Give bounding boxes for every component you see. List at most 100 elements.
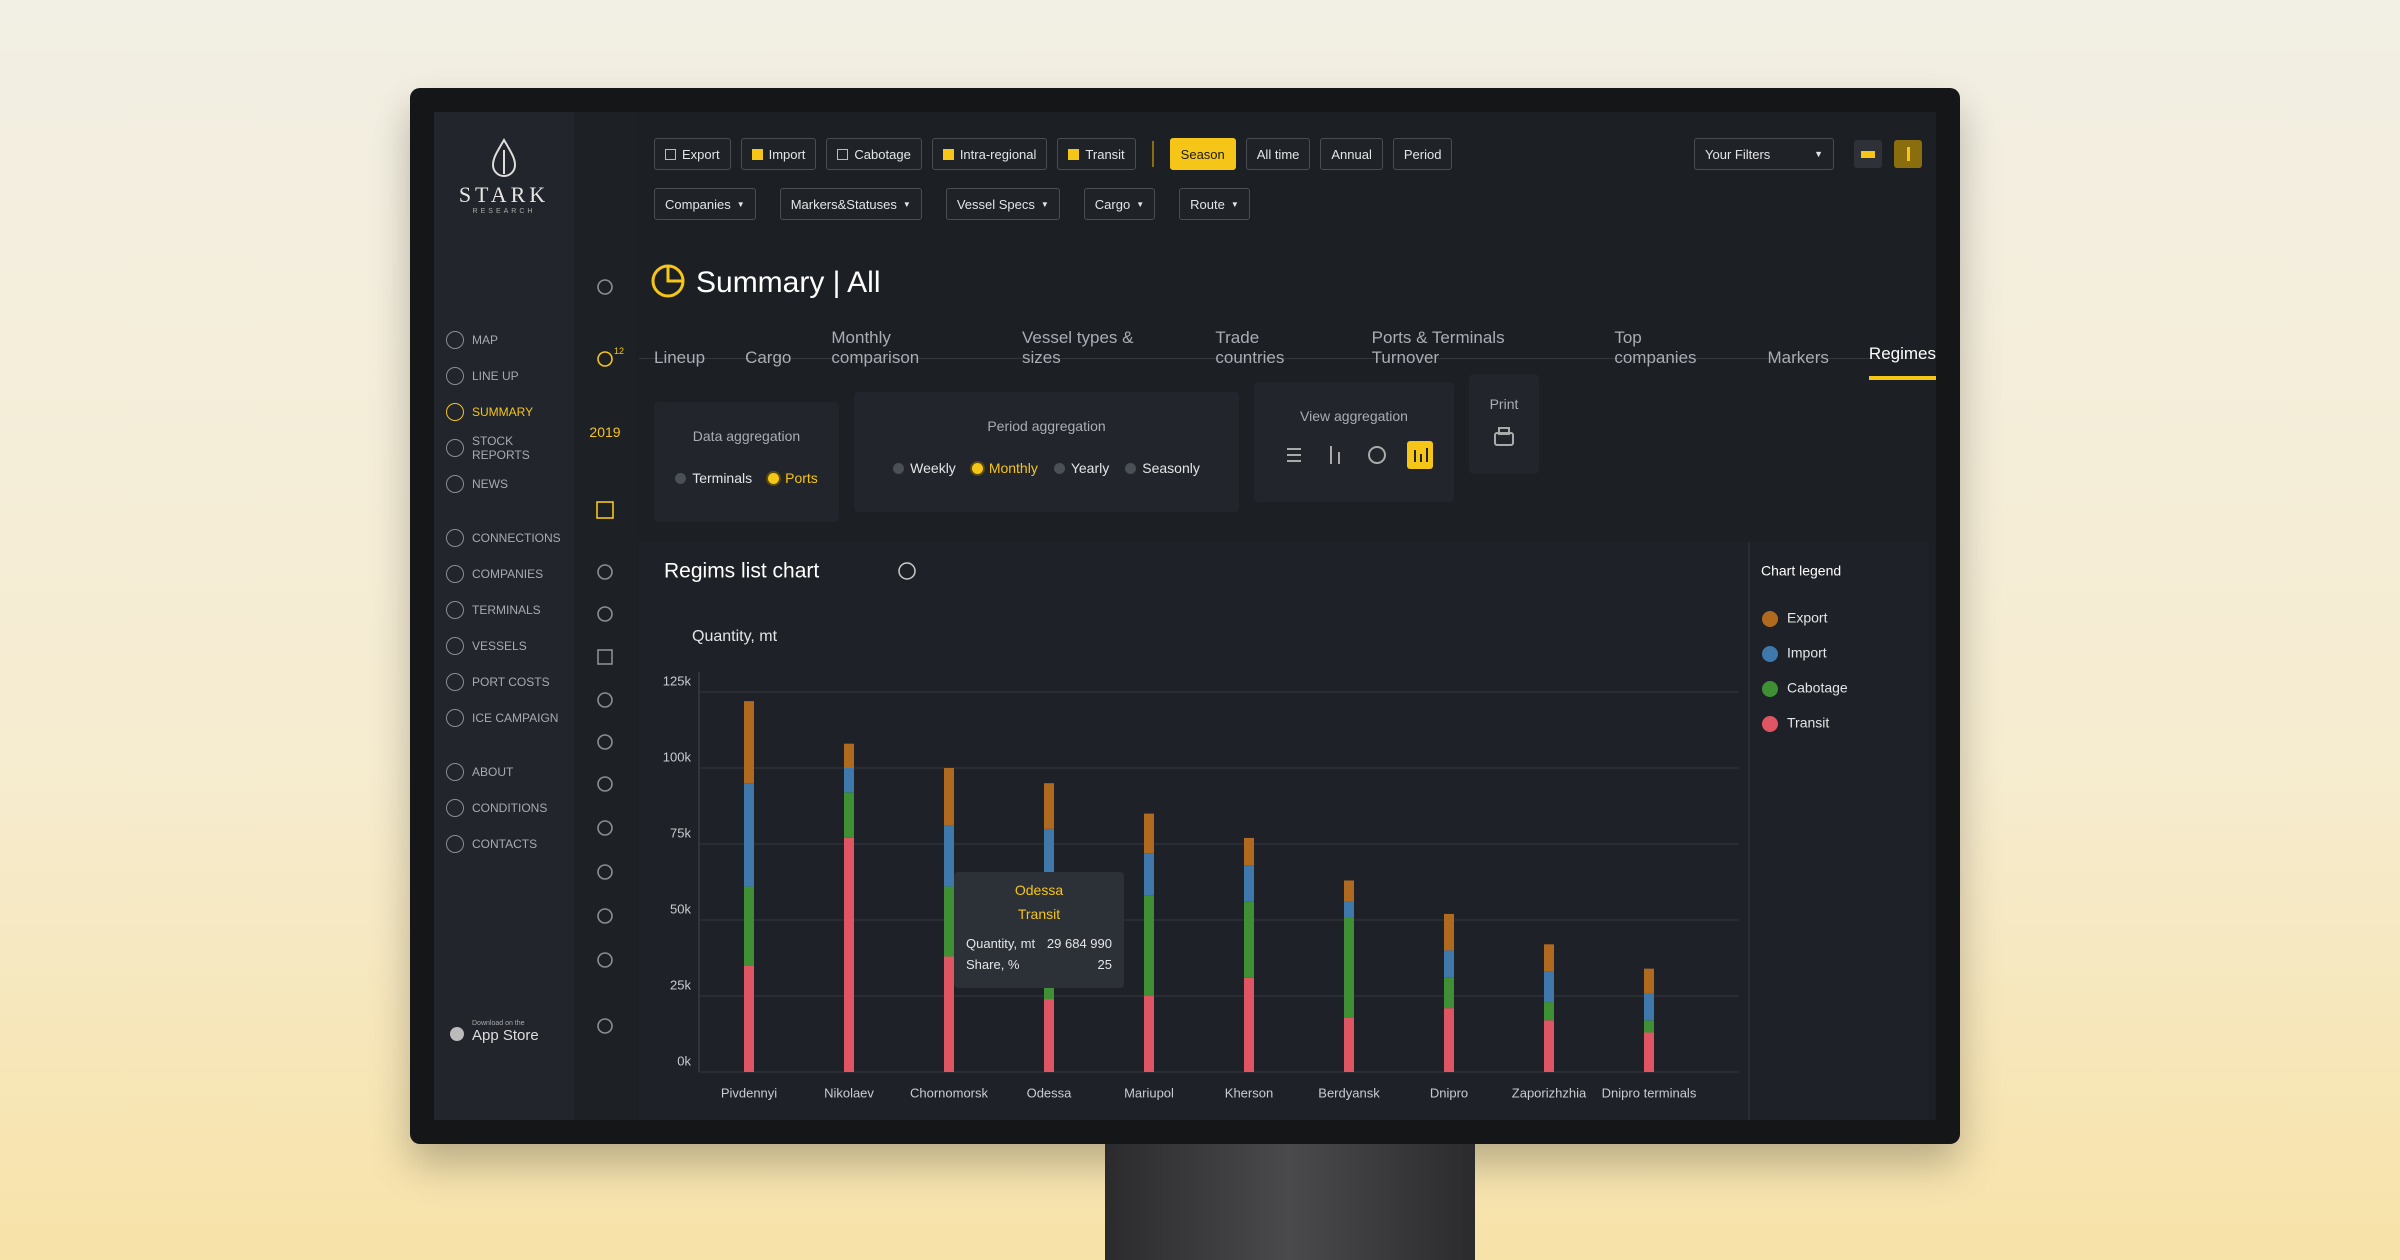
tab[interactable]: Vessel types & sizes [1021,328,1134,367]
nav-item[interactable]: SUMMARY [434,394,574,430]
checkbox [942,148,954,160]
checkbox-filter[interactable]: Intra-regional [931,138,1048,170]
bar-segment [744,783,754,887]
app-store-small: Download on the [472,1020,525,1027]
nav-icon [446,709,464,727]
data-aggregation: Data aggregation Terminals Ports [654,402,839,522]
tab[interactable]: Regimes [1868,344,1936,380]
checkbox-filter[interactable]: Cabotage [826,138,922,170]
chevron: ▼ [1040,199,1049,209]
nav-item[interactable]: COMPANIES [434,556,574,592]
dropdown[interactable]: Companies ▼ [654,188,756,220]
period-button[interactable]: Period [1392,138,1453,170]
checkbox-filter[interactable]: Transit [1057,138,1136,170]
ship-button[interactable] [1854,140,1882,168]
radio-label: Weekly [910,460,956,476]
checkbox-label: Transit [1085,146,1125,162]
nav-item[interactable]: STOCK REPORTS [434,430,574,466]
bar-segment [944,768,954,826]
tab[interactable]: Ports & Terminals Turnover [1371,328,1505,367]
title-icon [651,264,685,298]
bar-segment [1544,1002,1554,1021]
nav-icon [446,367,464,385]
nav-item[interactable]: NEWS [434,466,574,502]
radio[interactable]: Weekly [893,460,956,476]
logo-icon [491,138,517,177]
bar-segment [1644,992,1654,1021]
tab[interactable]: Monthly comparison [831,328,920,367]
chevron: ▼ [1814,149,1823,159]
tab[interactable]: Trade countries [1215,328,1285,367]
checkbox-filter[interactable]: Export [654,138,731,170]
radio[interactable]: Monthly [971,460,1038,476]
checkbox [837,148,849,160]
radio[interactable]: Yearly [1053,460,1110,476]
tab[interactable]: Cargo [745,348,792,367]
radio[interactable]: Seasonly [1125,460,1200,476]
bar-segment [1144,853,1154,896]
nav-item[interactable]: ICE CAMPAIGN [434,700,574,736]
nav-icon [446,673,464,691]
radio[interactable]: Ports [768,470,818,486]
print-button[interactable] [1489,424,1519,454]
legend-swatch [1762,611,1778,627]
tab[interactable]: Top companies [1614,328,1697,367]
radio-dot [971,462,983,474]
year: 2019 [589,424,621,440]
nav-item[interactable]: VESSELS [434,628,574,664]
monitor-stand [1105,1144,1475,1260]
nav-item[interactable]: CONTACTS [434,826,574,862]
radio-label: Yearly [1070,460,1110,476]
control-label: Period aggregation [987,418,1106,434]
info-button[interactable] [1894,140,1922,168]
control-label: Print [1489,396,1519,412]
legend-swatch [1762,716,1778,732]
period-button[interactable]: Season [1169,138,1236,170]
tab[interactable]: Markers [1767,348,1829,367]
nav-gap [434,736,574,754]
bar-segment [1444,977,1454,1009]
nav-label: MAP [472,333,499,347]
legend-label: Cabotage [1787,680,1848,696]
period-button[interactable]: All time [1245,138,1311,170]
bar-segment [1044,828,1054,896]
bar-segment [844,743,854,768]
bar-segment [1544,971,1554,1003]
x-tick-label: Berdyansk [1318,1085,1380,1100]
tooltip-cell: Quantity, mt [966,936,1036,951]
nav-item[interactable]: PORT COSTS [434,664,574,700]
nav-item[interactable]: MAP [434,322,574,358]
legend-swatch [1762,646,1778,662]
dropdown[interactable]: Vessel Specs ▼ [945,188,1060,220]
checkbox-filter[interactable]: Import [740,138,817,170]
your-filters[interactable]: Your Filters ▼ [1694,138,1834,170]
checkbox-label: Cabotage [854,146,911,162]
dropdown[interactable]: Markers&Statuses ▼ [779,188,922,220]
bar-segment [944,886,954,957]
nav-item[interactable]: LINE UP [434,358,574,394]
dropdown-row: Companies ▼ Markers&Statuses ▼ Vessel Specs ▼… [654,188,1250,220]
bar-segment [1144,813,1154,854]
nav-label: COMPANIES [472,567,544,581]
nav-item[interactable]: TERMINALS [434,592,574,628]
period-button[interactable]: Annual [1320,138,1383,170]
nav-label: NEWS [472,477,508,491]
tab[interactable]: Lineup [654,348,706,367]
checkbox [1068,148,1080,160]
nav-gap [434,502,574,520]
nav-item[interactable]: CONNECTIONS [434,520,574,556]
legend-label: Export [1787,610,1828,626]
dropdown[interactable]: Cargo ▼ [1083,188,1156,220]
tooltip-category: Odessa [1014,882,1064,898]
nav-icon [446,799,464,817]
tabs: Lineup Cargo Monthly comparison Vessel type… [654,328,1936,380]
app-store[interactable]: Download on the App Store [448,1020,539,1044]
chart-bg [639,542,1929,1120]
dropdown[interactable]: Route ▼ [1179,188,1250,220]
nav-item[interactable]: ABOUT [434,754,574,790]
radio[interactable]: Terminals [675,470,752,486]
bar-segment [744,701,754,784]
dropdown-label: Companies [665,196,731,212]
radio-dot [893,462,905,474]
nav-item[interactable]: CONDITIONS [434,790,574,826]
